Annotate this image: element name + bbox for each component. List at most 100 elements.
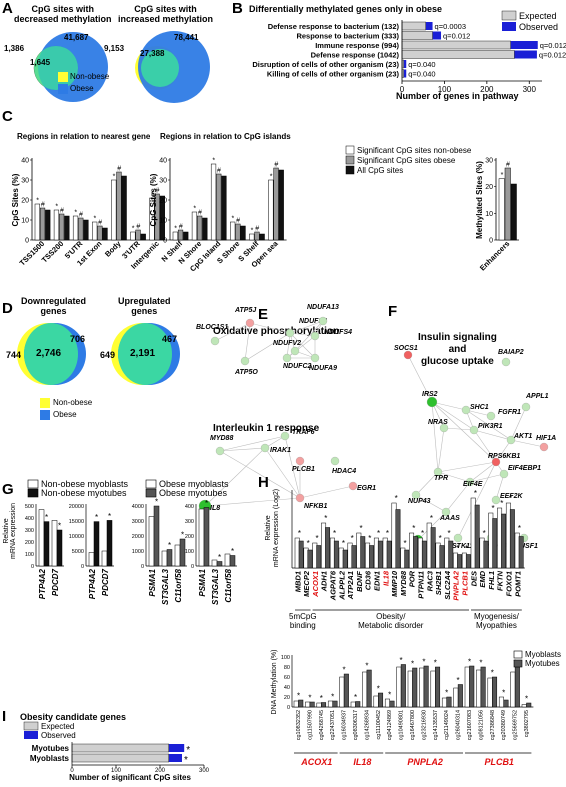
panel-h2-sig-mark: * bbox=[479, 659, 482, 668]
panel-h-gene-label: CD36 bbox=[364, 570, 373, 590]
panel-e-node-label: NDUFA13 bbox=[307, 304, 339, 311]
panel-c-gene-region-bar bbox=[149, 197, 155, 241]
panel-b-xlabel: Number of genes in pathway bbox=[396, 91, 519, 101]
panel-h2-probe-label: cg04268745 bbox=[319, 710, 325, 740]
panel-f-node-eif4e bbox=[465, 477, 475, 487]
panel-d-down-title: Downregulated genes bbox=[21, 296, 87, 316]
panel-c-island-region-sig-mark: * bbox=[193, 206, 196, 213]
panel-h2-myotube-bar bbox=[343, 673, 349, 708]
panel-g-legend-label: Non-obese myoblasts bbox=[41, 479, 129, 489]
panel-a-legend-nonobese-swatch bbox=[58, 72, 68, 82]
panel-c-gene-region-bar bbox=[97, 225, 103, 241]
panel-g-bar bbox=[93, 521, 100, 567]
panel-e-node-egr1 bbox=[348, 481, 358, 491]
panel-h-gene-label: FKTN bbox=[496, 570, 505, 591]
panel-f-edge bbox=[473, 429, 497, 463]
panel-c-gene-region-bar bbox=[154, 193, 160, 241]
panel-g-y-tick-label: 100 bbox=[185, 549, 194, 555]
panel-e-node-ndufv2 bbox=[290, 346, 300, 356]
panel-g-gene-label: ST3GAL3 bbox=[211, 568, 220, 605]
panel-b-qvalue: q=0.0003 bbox=[435, 22, 467, 31]
panel-f-network: SOCS1 BAIAP2 IRS2 SHC1 FGFR1 APPL1 PIK3R1 NRAS A… bbox=[394, 345, 556, 552]
panel-h2-y-tick-label: 0 bbox=[287, 705, 290, 711]
panel-f-node-label: SOCS1 bbox=[394, 345, 418, 352]
panel-h2-myoblast-bar bbox=[316, 702, 322, 708]
panel-c-gene-region-sig-mark: * bbox=[113, 174, 116, 181]
panel-h2-myoblast-bar bbox=[498, 696, 504, 708]
panel-g-gene-label: C11orf58 bbox=[224, 568, 233, 602]
panel-h2-probe-label: cg21607083 bbox=[467, 710, 473, 740]
panel-g-gene-label: PDCD7 bbox=[51, 568, 60, 596]
panel-g-legend-swatch bbox=[145, 479, 157, 489]
panel-h-myotube-bar bbox=[430, 527, 436, 569]
panel-a-legend-nonobese: Non-obese bbox=[70, 72, 110, 81]
panel-f-node-label: APPL1 bbox=[525, 393, 549, 400]
panel-h2-sig-mark: * bbox=[308, 694, 311, 703]
panel-g-bar bbox=[198, 508, 205, 567]
panel-g-sig-mark: * bbox=[108, 512, 111, 521]
panel-h2-myotube-bar bbox=[457, 684, 463, 708]
panel-c-island-region-bar bbox=[230, 221, 236, 241]
panel-h2-sig-mark: * bbox=[354, 693, 357, 702]
panel-c-island-region-sig-mark: * bbox=[270, 174, 273, 181]
panel-h-sig-mark: * bbox=[324, 514, 327, 523]
panel-b-qvalue: q=0.012 bbox=[539, 51, 566, 60]
panel-b-qvalue: q=0.040 bbox=[408, 70, 435, 79]
panel-f-node-label: SHC1 bbox=[470, 404, 489, 411]
panel-g-y-tick-label: 0 bbox=[81, 564, 84, 570]
panel-h2-legend-label: Myotubes bbox=[525, 659, 560, 668]
panel-c-legend-swatch bbox=[345, 145, 355, 155]
panel-i-letter: I bbox=[2, 708, 7, 725]
panel-a-inc-value-overlap: 27,388 bbox=[140, 49, 165, 58]
panel-d-legend-obese-swatch bbox=[40, 410, 50, 420]
panel-g-y-tick-label: 300 bbox=[185, 519, 194, 525]
panel-e-oxphos-edge bbox=[214, 322, 251, 342]
panel-c-island-region-bar bbox=[259, 233, 265, 241]
panel-h2-myoblast-bar bbox=[419, 667, 425, 708]
panel-e-node-label: NDUFS8 bbox=[299, 318, 327, 325]
panel-a-dec-value-right: 41,687 bbox=[64, 33, 89, 42]
panel-b-expected-bar bbox=[401, 31, 433, 40]
panel-g-letter: G bbox=[2, 481, 14, 498]
panel-h2-gene-label: IL18 bbox=[353, 757, 371, 767]
panel-f-edge bbox=[473, 429, 512, 441]
panel-i-expected-bar bbox=[71, 753, 170, 763]
panel-e-node-irak1 bbox=[260, 443, 270, 453]
panel-c-island-region-sig-mark: # bbox=[198, 210, 202, 217]
panel-c-island-region-y-label: CpG Sites (%) bbox=[149, 173, 158, 226]
panel-c-island-region-bar bbox=[273, 167, 279, 241]
panel-h-gene-label: POMT1 bbox=[513, 571, 522, 597]
panel-h-sig-mark: * bbox=[377, 529, 380, 538]
panel-c-gene-region-sig-mark: # bbox=[41, 202, 45, 209]
panel-c-enhancer-sig-mark: * bbox=[501, 172, 504, 179]
panel-g-sig-mark: * bbox=[181, 531, 184, 540]
panel-e-oxphos-edge bbox=[289, 320, 324, 334]
panel-e-node-label: NDUFS4 bbox=[324, 329, 352, 336]
panel-h2-probe-label: cg08121056 bbox=[478, 710, 484, 740]
panel-e-oxphos-edge bbox=[244, 322, 251, 362]
panel-f-node-fgfr1 bbox=[486, 411, 496, 421]
panel-c-gene-region-bar bbox=[78, 217, 84, 241]
panel-e-il1-edge bbox=[219, 447, 266, 452]
panel-c-island-region-bar bbox=[216, 173, 222, 241]
panel-c-island-region-y-tick-label: 30 bbox=[159, 178, 167, 185]
panel-g-gene-label: PSMA1 bbox=[148, 568, 157, 596]
panel-c-island-region-bar bbox=[183, 231, 189, 241]
panel-h-y-label-2: mRNA expression (Log2) bbox=[273, 489, 280, 567]
panel-i-title: Obesity candidate genes bbox=[20, 712, 127, 722]
panel-h2-probe-label: cg22437051 bbox=[330, 710, 336, 740]
panel-f-edge bbox=[495, 439, 512, 463]
panel-h2-myotube-bar bbox=[526, 702, 532, 708]
panel-h-myotube-bar bbox=[325, 527, 331, 569]
panel-c-gene-region-y-tick-label: 20 bbox=[21, 198, 29, 205]
panel-f-edge bbox=[495, 473, 505, 501]
panel-g-sig-mark: * bbox=[58, 522, 61, 531]
panel-e-node-ndufs8 bbox=[285, 328, 295, 338]
panel-c-enhancer-bar bbox=[498, 178, 505, 241]
panel-h-sig-mark: * bbox=[500, 499, 503, 508]
panel-h-myotube-bar bbox=[342, 549, 348, 569]
panel-e-title-oxphos: Oxidative phosphorylation bbox=[213, 326, 340, 337]
panel-g-bar bbox=[51, 520, 58, 567]
panel-a-venn bbox=[33, 31, 210, 103]
